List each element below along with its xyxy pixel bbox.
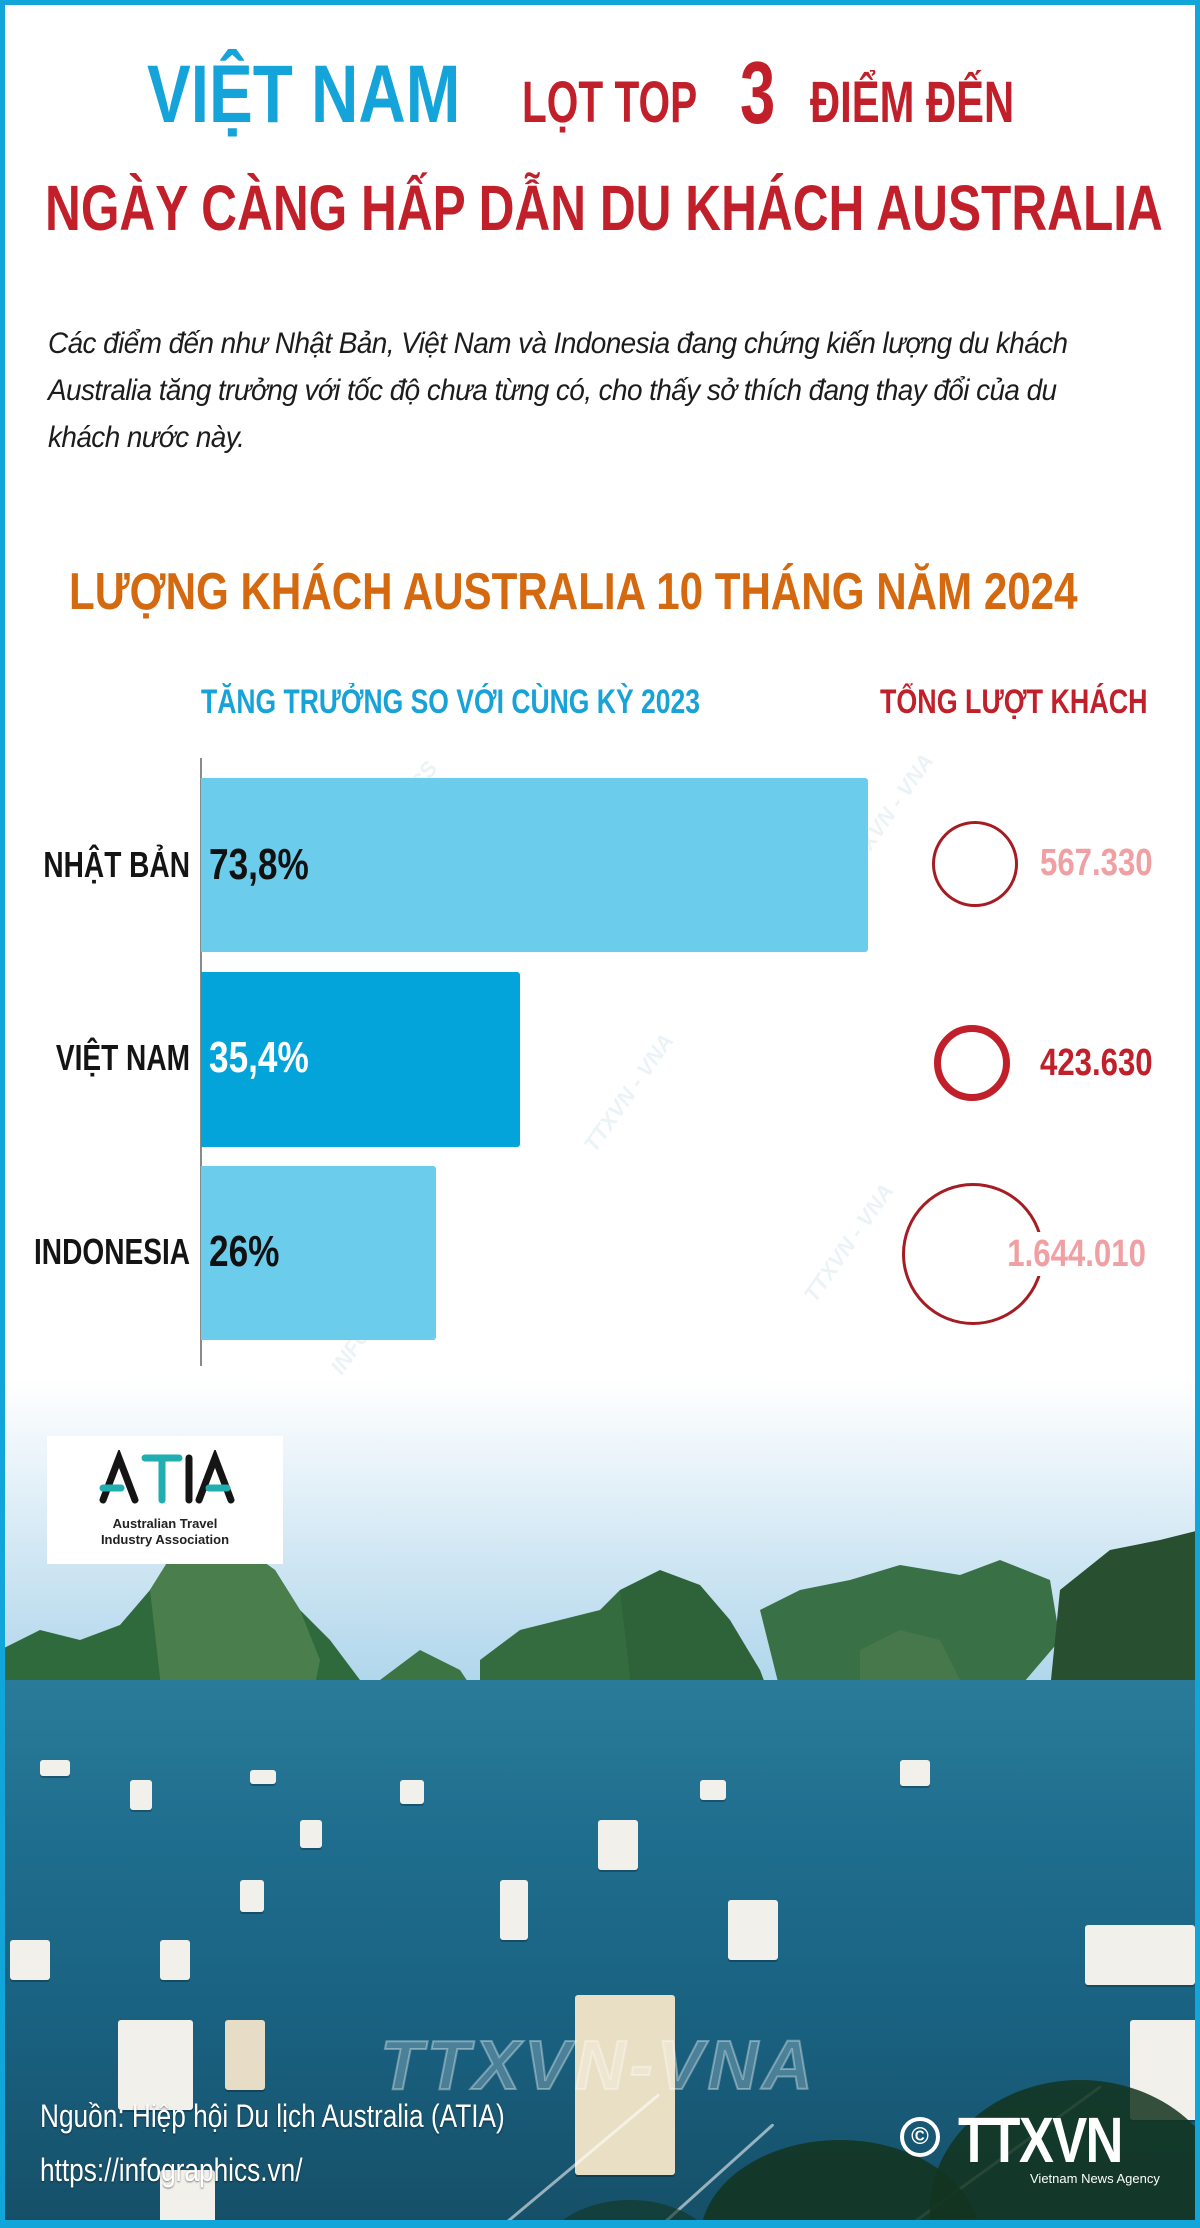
bar-japan [201,778,868,952]
bar-value: 73,8% [209,840,309,889]
atia-name-line1: Australian Travel [112,1516,218,1531]
boat [500,1880,528,1940]
total-circle-icon [932,821,1018,907]
chart-title: LƯỢNG KHÁCH AUSTRALIA 10 THÁNG NĂM 2024 [69,563,1078,621]
total-value: 423.630 [1040,1042,1153,1084]
boat [1085,1925,1195,1985]
boat [598,1820,638,1870]
intro-line: khách nước này. [48,421,245,454]
watermark-logo: TTXVN-VNA [379,2026,817,2104]
row-label: VIỆT NAM [55,1037,190,1078]
bar-vietnam [201,972,520,1147]
boat [250,1770,276,1784]
boat [225,2020,265,2090]
title-part-b: ĐIỂM ĐẾN [810,70,1015,135]
intro-line: Australia tăng trưởng với tốc độ chưa từ… [48,374,1057,407]
source-url-link[interactable]: https://infographics.vn/ [40,2152,303,2188]
column-header-growth: TĂNG TRƯỞNG SO VỚI CÙNG KỲ 2023 [201,683,701,721]
title-number: 3 [740,43,776,142]
bar-indonesia [201,1166,436,1340]
atia-name-line2: Industry Association [100,1532,230,1547]
cruise-boat [575,1995,675,2175]
boat [160,2170,215,2228]
boat [400,1780,424,1804]
intro-paragraph: Các điểm đến như Nhật Bản, Việt Nam và I… [48,320,1168,461]
atia-mark-icon [99,1450,235,1504]
boat [118,2020,193,2110]
source-text: Nguồn: Hiệp hội Du lịch Australia (ATIA) [40,2098,505,2134]
boat [10,1940,50,1980]
row-label: NHẬT BẢN [43,844,190,885]
agency-name: Vietnam News Agency [1030,2171,1160,2186]
watermark-text: TTXVN - VNA [798,1178,899,1307]
total-circle-icon [934,1025,1010,1101]
row-label: INDONESIA [33,1231,190,1272]
column-header-total: TỔNG LƯỢT KHÁCH [880,683,1148,721]
total-value: 567.330 [1040,842,1153,884]
bar-value: 35,4% [209,1033,309,1082]
boat [130,1780,152,1810]
title-part-a: LỌT TOP [522,70,698,135]
total-value: 1.644.010 [1004,1232,1146,1276]
ttxvn-logo: TTXVN [958,2104,1123,2176]
boat [728,1900,778,1960]
intro-line: Các điểm đến như Nhật Bản, Việt Nam và I… [48,327,1068,360]
watermark-text: TTXVN - VNA [578,1028,679,1157]
copyright-icon: © [900,2117,940,2157]
boat [900,1760,930,1786]
boat [240,1880,264,1912]
boat [160,1940,190,1980]
bar-value: 26% [209,1227,280,1276]
boat [700,1780,726,1800]
boat [40,1760,70,1776]
title-highlight: VIỆT NAM [147,49,461,140]
title-line-2: NGÀY CÀNG HẤP DẪN DU KHÁCH AUSTRALIA [45,172,1163,244]
boat [300,1820,322,1848]
atia-logo: Australian Travel Industry Association [47,1436,283,1564]
